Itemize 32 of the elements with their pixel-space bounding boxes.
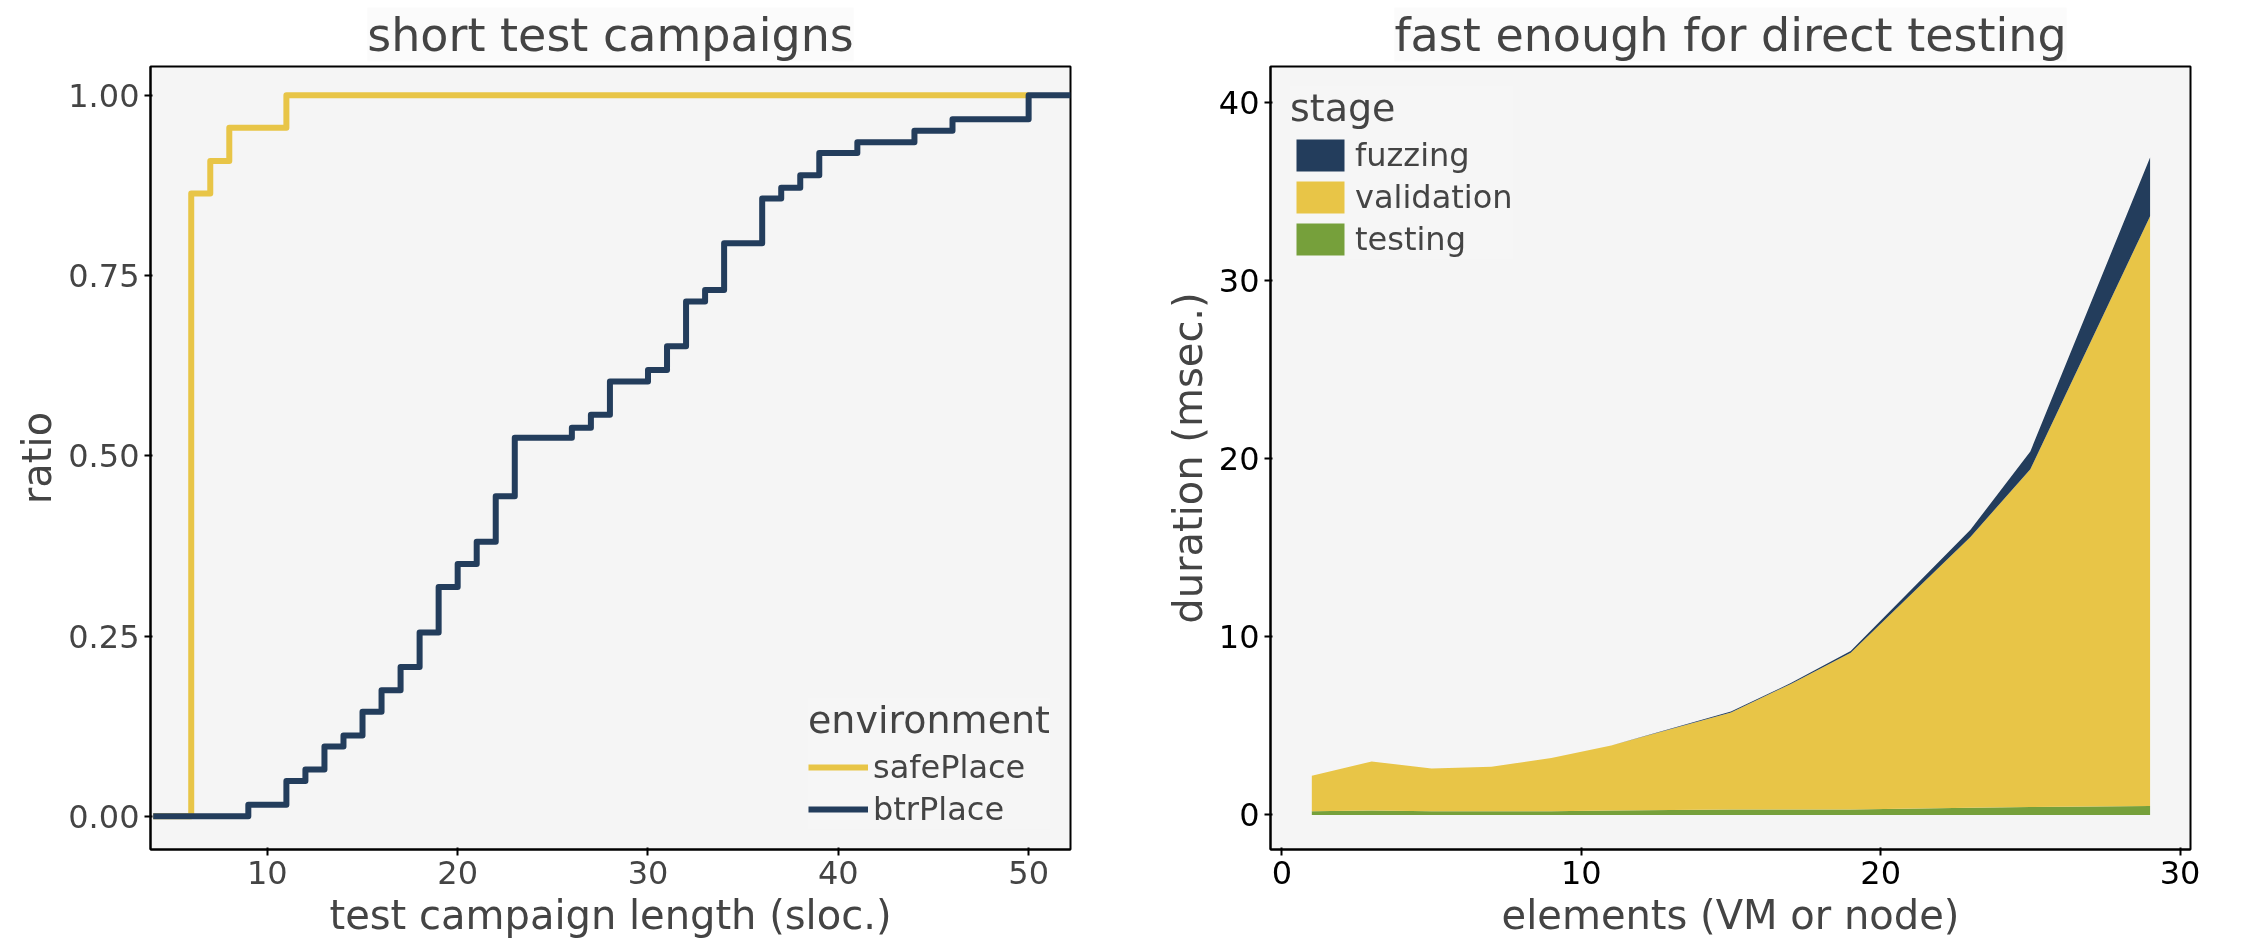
legend-label: validation (1355, 177, 1513, 217)
legend-title: stage (1290, 86, 1397, 130)
x-tick-label: 0 (1271, 853, 1293, 892)
x-tick-label: 20 (1860, 853, 1901, 892)
x-axis-title: test campaign length (sloc.) (329, 891, 892, 938)
y-tick-label: 20 (1218, 440, 1260, 479)
x-tick-label: 30 (627, 853, 669, 892)
legend-label: fuzzing (1355, 135, 1470, 175)
y-tick-label: 0.25 (68, 617, 140, 656)
legend-label: safePlace (872, 747, 1026, 787)
legend-label: btrPlace (872, 789, 1005, 829)
x-tick-label: 40 (817, 853, 859, 892)
y-tick-label: 40 (1218, 83, 1260, 122)
y-tick-label: 0.50 (68, 437, 140, 476)
x-tick-label: 10 (1560, 853, 1602, 892)
legend-label: testing (1355, 219, 1466, 259)
x-tick-label: 30 (2159, 853, 2201, 892)
chart-title: short test campaigns (367, 7, 854, 62)
x-tick-label: 10 (247, 853, 288, 892)
x-tick-label: 50 (1008, 853, 1049, 892)
y-tick-label: 0.75 (68, 257, 140, 296)
x-axis-title: elements (VM or node) (1501, 891, 1960, 938)
y-tick-label: 1.00 (68, 76, 140, 115)
x-tick-label: 20 (437, 853, 479, 892)
y-tick-label: 30 (1218, 261, 1260, 300)
legend-title: environment (807, 698, 1050, 742)
y-axis-title: ratio (14, 411, 61, 505)
y-tick-label: 0.00 (68, 797, 140, 836)
y-tick-label: 10 (1218, 618, 1260, 657)
chart-title: fast enough for direct testing (1394, 7, 2067, 62)
y-axis-title: duration (msec.) (1164, 292, 1211, 624)
y-tick-label: 0 (1239, 796, 1260, 835)
